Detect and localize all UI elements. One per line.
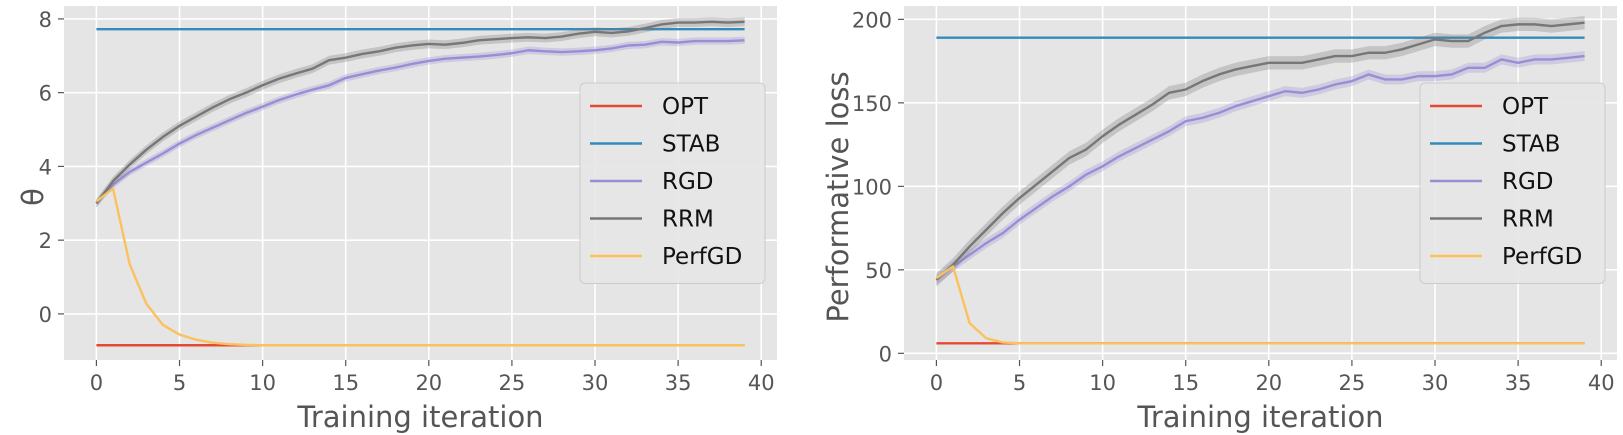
x-tick-label: 20 — [1255, 371, 1282, 395]
x-axis-label: Training iteration — [296, 400, 543, 434]
y-axis-label: θ — [16, 188, 50, 206]
x-tick-label: 5 — [173, 371, 186, 395]
data-layer — [95, 17, 745, 347]
x-tick-label: 0 — [90, 371, 103, 395]
x-tick-label: 25 — [499, 371, 526, 395]
x-tick-label: 30 — [1422, 371, 1449, 395]
chart-panel-1: 0 5 10 15 20 25 30 35 40 0 2 4 6 8 Training iteration θ… — [16, 6, 777, 434]
legend-label-rgd: RGD — [662, 169, 714, 195]
legend-label-opt: OPT — [1502, 94, 1549, 120]
x-tick-label: 40 — [1588, 371, 1615, 395]
legend-label-opt: OPT — [662, 94, 709, 120]
legend-box — [579, 82, 766, 284]
y-tick-label: 0 — [879, 342, 892, 366]
legend: OPT STAB RGD RRM PerfGD — [579, 82, 766, 284]
series-line-rgd — [935, 54, 1585, 281]
series-line-perfgd — [95, 187, 745, 347]
series-band-rrm — [936, 16, 1585, 287]
x-tick-label: 10 — [1089, 371, 1116, 395]
y-axis-label: Performative loss — [821, 71, 855, 322]
y-tick-label: 200 — [852, 8, 892, 32]
x-tick-label: 5 — [1013, 371, 1026, 395]
x-tick-label: 30 — [582, 371, 609, 395]
legend-box — [1419, 82, 1606, 284]
x-tick-label: 20 — [415, 371, 442, 395]
y-tick-label: 0 — [39, 303, 52, 327]
chart-panel-2: 0 5 10 15 20 25 30 35 40 0 50 100 150 200 Training ite… — [821, 6, 1617, 434]
data-layer — [935, 16, 1585, 345]
legend-label-rrm: RRM — [1502, 207, 1554, 233]
y-tick-label: 50 — [865, 259, 892, 283]
x-tick-label: 40 — [748, 371, 775, 395]
x-axis-label: Training iteration — [1136, 400, 1383, 434]
series-line-perfgd — [935, 265, 1585, 345]
x-tick-label: 15 — [332, 371, 359, 395]
series-line-rrm — [95, 20, 745, 205]
y-tick-label: 150 — [852, 92, 892, 116]
legend: OPT STAB RGD RRM PerfGD — [1419, 82, 1606, 284]
x-tick-label: 25 — [1339, 371, 1366, 395]
series-line-rrm — [935, 21, 1585, 281]
x-tick-label: 10 — [249, 371, 276, 395]
y-tick-label: 6 — [39, 82, 52, 106]
legend-label-perfgd: PerfGD — [1502, 244, 1582, 270]
legend-label-stab: STAB — [662, 132, 720, 158]
x-tick-label: 15 — [1172, 371, 1199, 395]
y-tick-label: 100 — [852, 175, 892, 199]
x-tick-label: 0 — [930, 371, 943, 395]
y-tick-label: 4 — [39, 155, 52, 179]
legend-label-rgd: RGD — [1502, 169, 1554, 195]
y-tick-label: 2 — [39, 229, 52, 253]
legend-label-perfgd: PerfGD — [662, 244, 742, 270]
legend-label-rrm: RRM — [662, 207, 714, 233]
x-tick-label: 35 — [665, 371, 692, 395]
x-tick-label: 35 — [1505, 371, 1532, 395]
y-tick-label: 8 — [39, 8, 52, 32]
legend-label-stab: STAB — [1502, 132, 1560, 158]
series-line-rgd — [95, 39, 745, 205]
